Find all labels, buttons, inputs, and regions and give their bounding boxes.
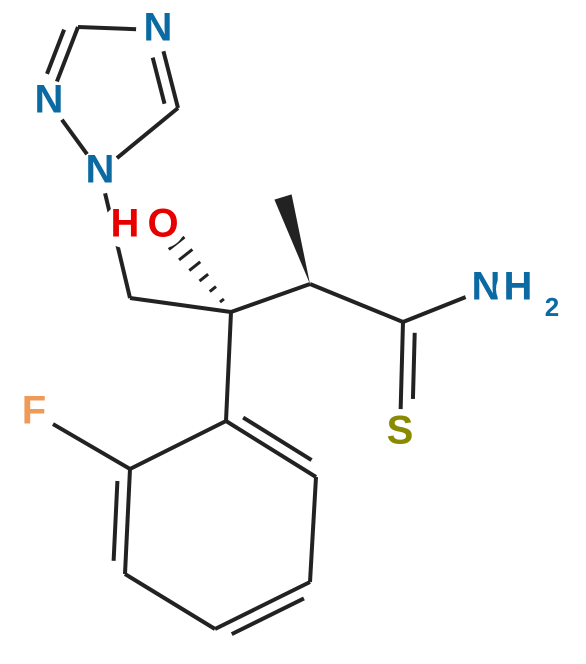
bond: [310, 477, 316, 582]
atom-H: H: [111, 202, 140, 246]
atom-2: 2: [545, 292, 559, 322]
bond: [401, 322, 403, 409]
bond: [310, 284, 403, 322]
bond: [125, 469, 130, 574]
atom-H: H: [504, 265, 533, 309]
atom-S: S: [387, 409, 414, 453]
bond-double: [153, 58, 165, 104]
bond: [50, 422, 130, 469]
wedge-hash: [210, 287, 216, 292]
bond: [215, 582, 310, 629]
bond: [403, 296, 467, 322]
atom-N: N: [35, 78, 64, 122]
wedge-solid: [274, 194, 310, 284]
wedge-hash: [179, 249, 192, 260]
bond-double: [413, 333, 415, 399]
bond: [114, 108, 178, 161]
wedge-hash: [220, 299, 224, 302]
bond: [231, 284, 310, 312]
bond: [226, 312, 231, 421]
wedge-hash: [189, 262, 200, 271]
bond: [130, 421, 226, 469]
wedge-hash: [200, 274, 209, 281]
bond: [125, 574, 215, 629]
atom-N: N: [144, 6, 173, 50]
bond: [55, 27, 78, 85]
bond: [130, 298, 231, 312]
atom-O: O: [147, 202, 178, 246]
bond: [78, 27, 140, 29]
bond: [226, 421, 316, 477]
atom-N: N: [86, 148, 115, 192]
atom-N: N: [472, 265, 501, 309]
bond-double: [114, 481, 118, 561]
atom-F: F: [22, 389, 46, 433]
